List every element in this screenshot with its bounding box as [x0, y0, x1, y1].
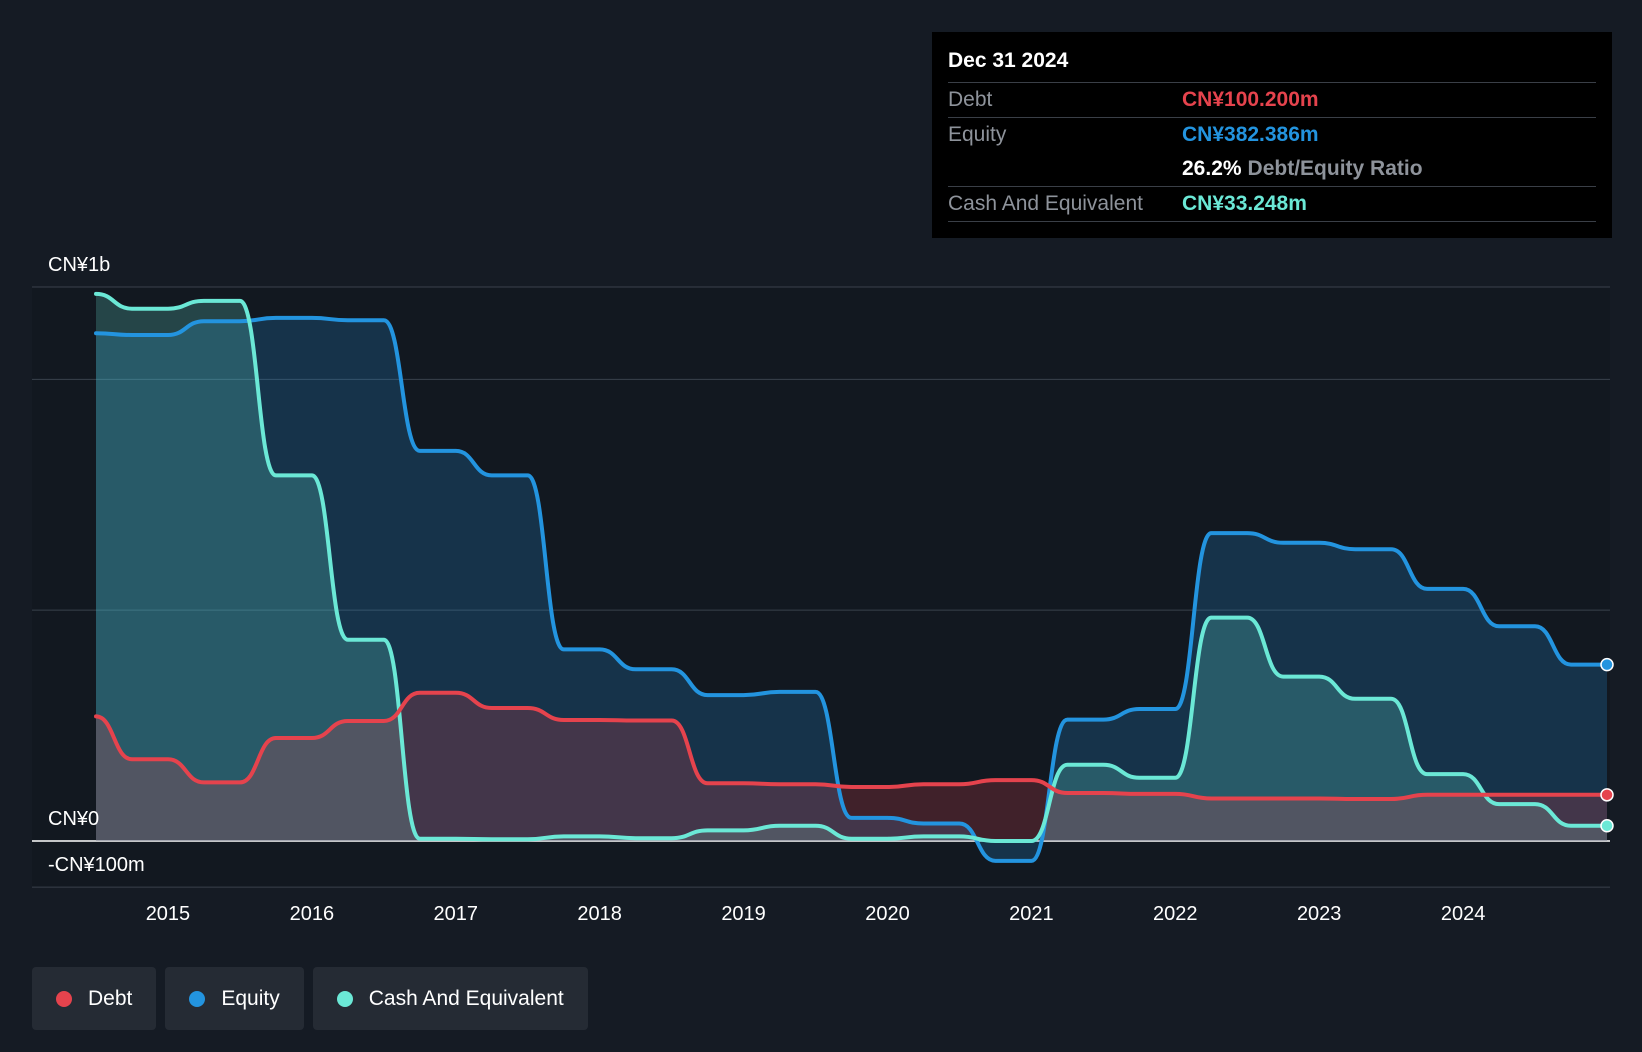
x-axis-labels: 2015 2016 2017 2018 2019 2020 2021 2022 2023 2024 — [146, 903, 1486, 925]
x-tick-label-2015: 2015 — [146, 903, 191, 925]
series-areas — [96, 293, 1607, 861]
tooltip-panel: Dec 31 2024 Debt CN¥100.200m Equity CN¥3… — [932, 32, 1612, 238]
grid-lines — [32, 286, 1610, 888]
cash-dot-icon — [336, 990, 353, 1007]
x-tick-label-2017: 2017 — [434, 903, 479, 925]
x-tick-label-2021: 2021 — [1009, 903, 1054, 925]
x-tick-label-2024: 2024 — [1441, 903, 1486, 925]
line-debt — [94, 690, 1609, 801]
legend: Debt Equity Cash And Equivalent — [32, 967, 597, 1030]
tooltip-equity-value: CN¥382.386m — [1182, 123, 1319, 146]
area-cash — [96, 293, 1607, 841]
tooltip-debt-row: Debt CN¥100.200m — [948, 83, 1596, 118]
equity-dot-icon — [189, 990, 206, 1007]
tooltip-debt-label: Debt — [948, 88, 993, 111]
tooltip-date: Dec 31 2024 — [948, 46, 1596, 83]
y-axis-labels: CN¥1b CN¥0 -CN¥100m — [48, 254, 145, 876]
legend-item-equity[interactable]: Equity — [165, 967, 304, 1030]
tooltip-equity-row: Equity CN¥382.386m — [948, 118, 1596, 152]
y-tick-label-2: -CN¥100m — [48, 854, 145, 876]
tooltip-cash-label: Cash And Equivalent — [948, 192, 1143, 215]
debt-dot-icon — [56, 990, 72, 1007]
x-tick-label-2020: 2020 — [865, 903, 910, 925]
tooltip-ratio-label: Debt/Equity Ratio — [1247, 157, 1423, 180]
tooltip-cash-row: Cash And Equivalent CN¥33.248m — [948, 187, 1596, 222]
end-marker-debt — [1600, 788, 1614, 802]
end-marker-equity — [1600, 657, 1614, 672]
series-end-markers — [1600, 657, 1614, 833]
y-tick-label-1: CN¥0 — [48, 808, 99, 830]
area-debt — [96, 692, 1607, 841]
legend-cash-label: Cash And Equivalent — [368, 986, 564, 1010]
tooltip-equity-label: Equity — [948, 123, 1007, 146]
tooltip-debt-value: CN¥100.200m — [1182, 88, 1319, 111]
line-equity — [94, 315, 1609, 863]
x-tick-label-2016: 2016 — [290, 903, 335, 925]
tooltip-cash-value: CN¥33.248m — [1182, 192, 1307, 215]
legend-item-cash[interactable]: Cash And Equivalent — [312, 967, 588, 1030]
legend-item-debt[interactable]: Debt — [32, 967, 157, 1030]
x-tick-label-2019: 2019 — [721, 903, 766, 925]
legend-equity-label: Equity — [221, 986, 280, 1010]
y-tick-label-0: CN¥1b — [48, 254, 110, 276]
tooltip-ratio-row: 26.2% Debt/Equity Ratio — [948, 152, 1596, 187]
tooltip-ratio-value: 26.2% — [1182, 157, 1242, 180]
line-cash — [94, 291, 1609, 843]
x-tick-label-2022: 2022 — [1153, 903, 1198, 925]
plot-background — [32, 287, 1610, 888]
x-tick-label-2023: 2023 — [1297, 903, 1342, 925]
area-equity — [96, 317, 1607, 861]
series-lines — [94, 291, 1609, 863]
tooltip-ratio-spacer — [948, 152, 1182, 186]
legend-debt-label: Debt — [88, 986, 133, 1010]
x-tick-label-2018: 2018 — [577, 903, 622, 925]
end-marker-cash — [1600, 819, 1614, 833]
